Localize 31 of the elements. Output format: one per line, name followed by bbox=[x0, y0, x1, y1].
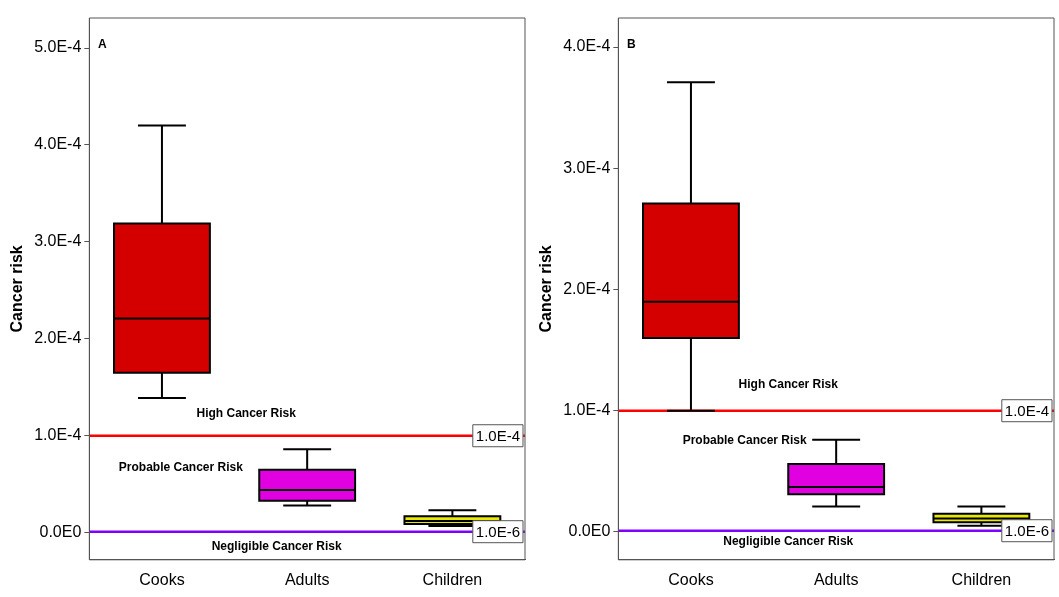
ref-line-label: 1.0E-4 bbox=[475, 426, 521, 444]
y-tick-label: 0.0E0 bbox=[568, 522, 611, 540]
ref-line-label: 1.0E-4 bbox=[1004, 401, 1050, 419]
y-tick-label: 3.0E-4 bbox=[563, 158, 611, 176]
x-tick-label: Children bbox=[422, 570, 483, 588]
y-tick-label: 5.0E-4 bbox=[34, 38, 82, 56]
x-tick-label: Cooks bbox=[668, 570, 714, 588]
x-tick-label: Children bbox=[951, 570, 1012, 588]
y-axis-title: Cancer risk bbox=[537, 245, 555, 333]
y-tick-label: 3.0E-4 bbox=[34, 232, 82, 250]
annotation: A bbox=[98, 37, 108, 52]
ref-line-label: 1.0E-6 bbox=[475, 522, 521, 540]
annotation: High Cancer Risk bbox=[738, 377, 839, 392]
y-tick-label: 4.0E-4 bbox=[563, 37, 611, 55]
annotation: Probable Cancer Risk bbox=[118, 460, 244, 475]
annotation: Probable Cancer Risk bbox=[682, 432, 808, 447]
x-tick-label: Adults bbox=[284, 570, 330, 588]
y-tick-label: 0.0E0 bbox=[39, 523, 82, 541]
y-tick-label: 4.0E-4 bbox=[34, 135, 82, 153]
y-tick-label: 1.0E-4 bbox=[34, 426, 82, 444]
x-tick-label: Cooks bbox=[139, 570, 185, 588]
y-tick-label: 2.0E-4 bbox=[563, 279, 611, 297]
ref-line-label: 1.0E-6 bbox=[1004, 521, 1050, 539]
annotation: Negligible Cancer Risk bbox=[723, 534, 854, 549]
y-axis-title: Cancer risk bbox=[8, 245, 26, 333]
annotation: B bbox=[627, 37, 637, 52]
x-tick-label: Adults bbox=[813, 570, 859, 588]
y-tick-label: 1.0E-4 bbox=[563, 401, 611, 419]
annotation: Negligible Cancer Risk bbox=[211, 539, 343, 554]
annotation: High Cancer Risk bbox=[196, 405, 297, 420]
y-tick-label: 2.0E-4 bbox=[34, 329, 82, 347]
